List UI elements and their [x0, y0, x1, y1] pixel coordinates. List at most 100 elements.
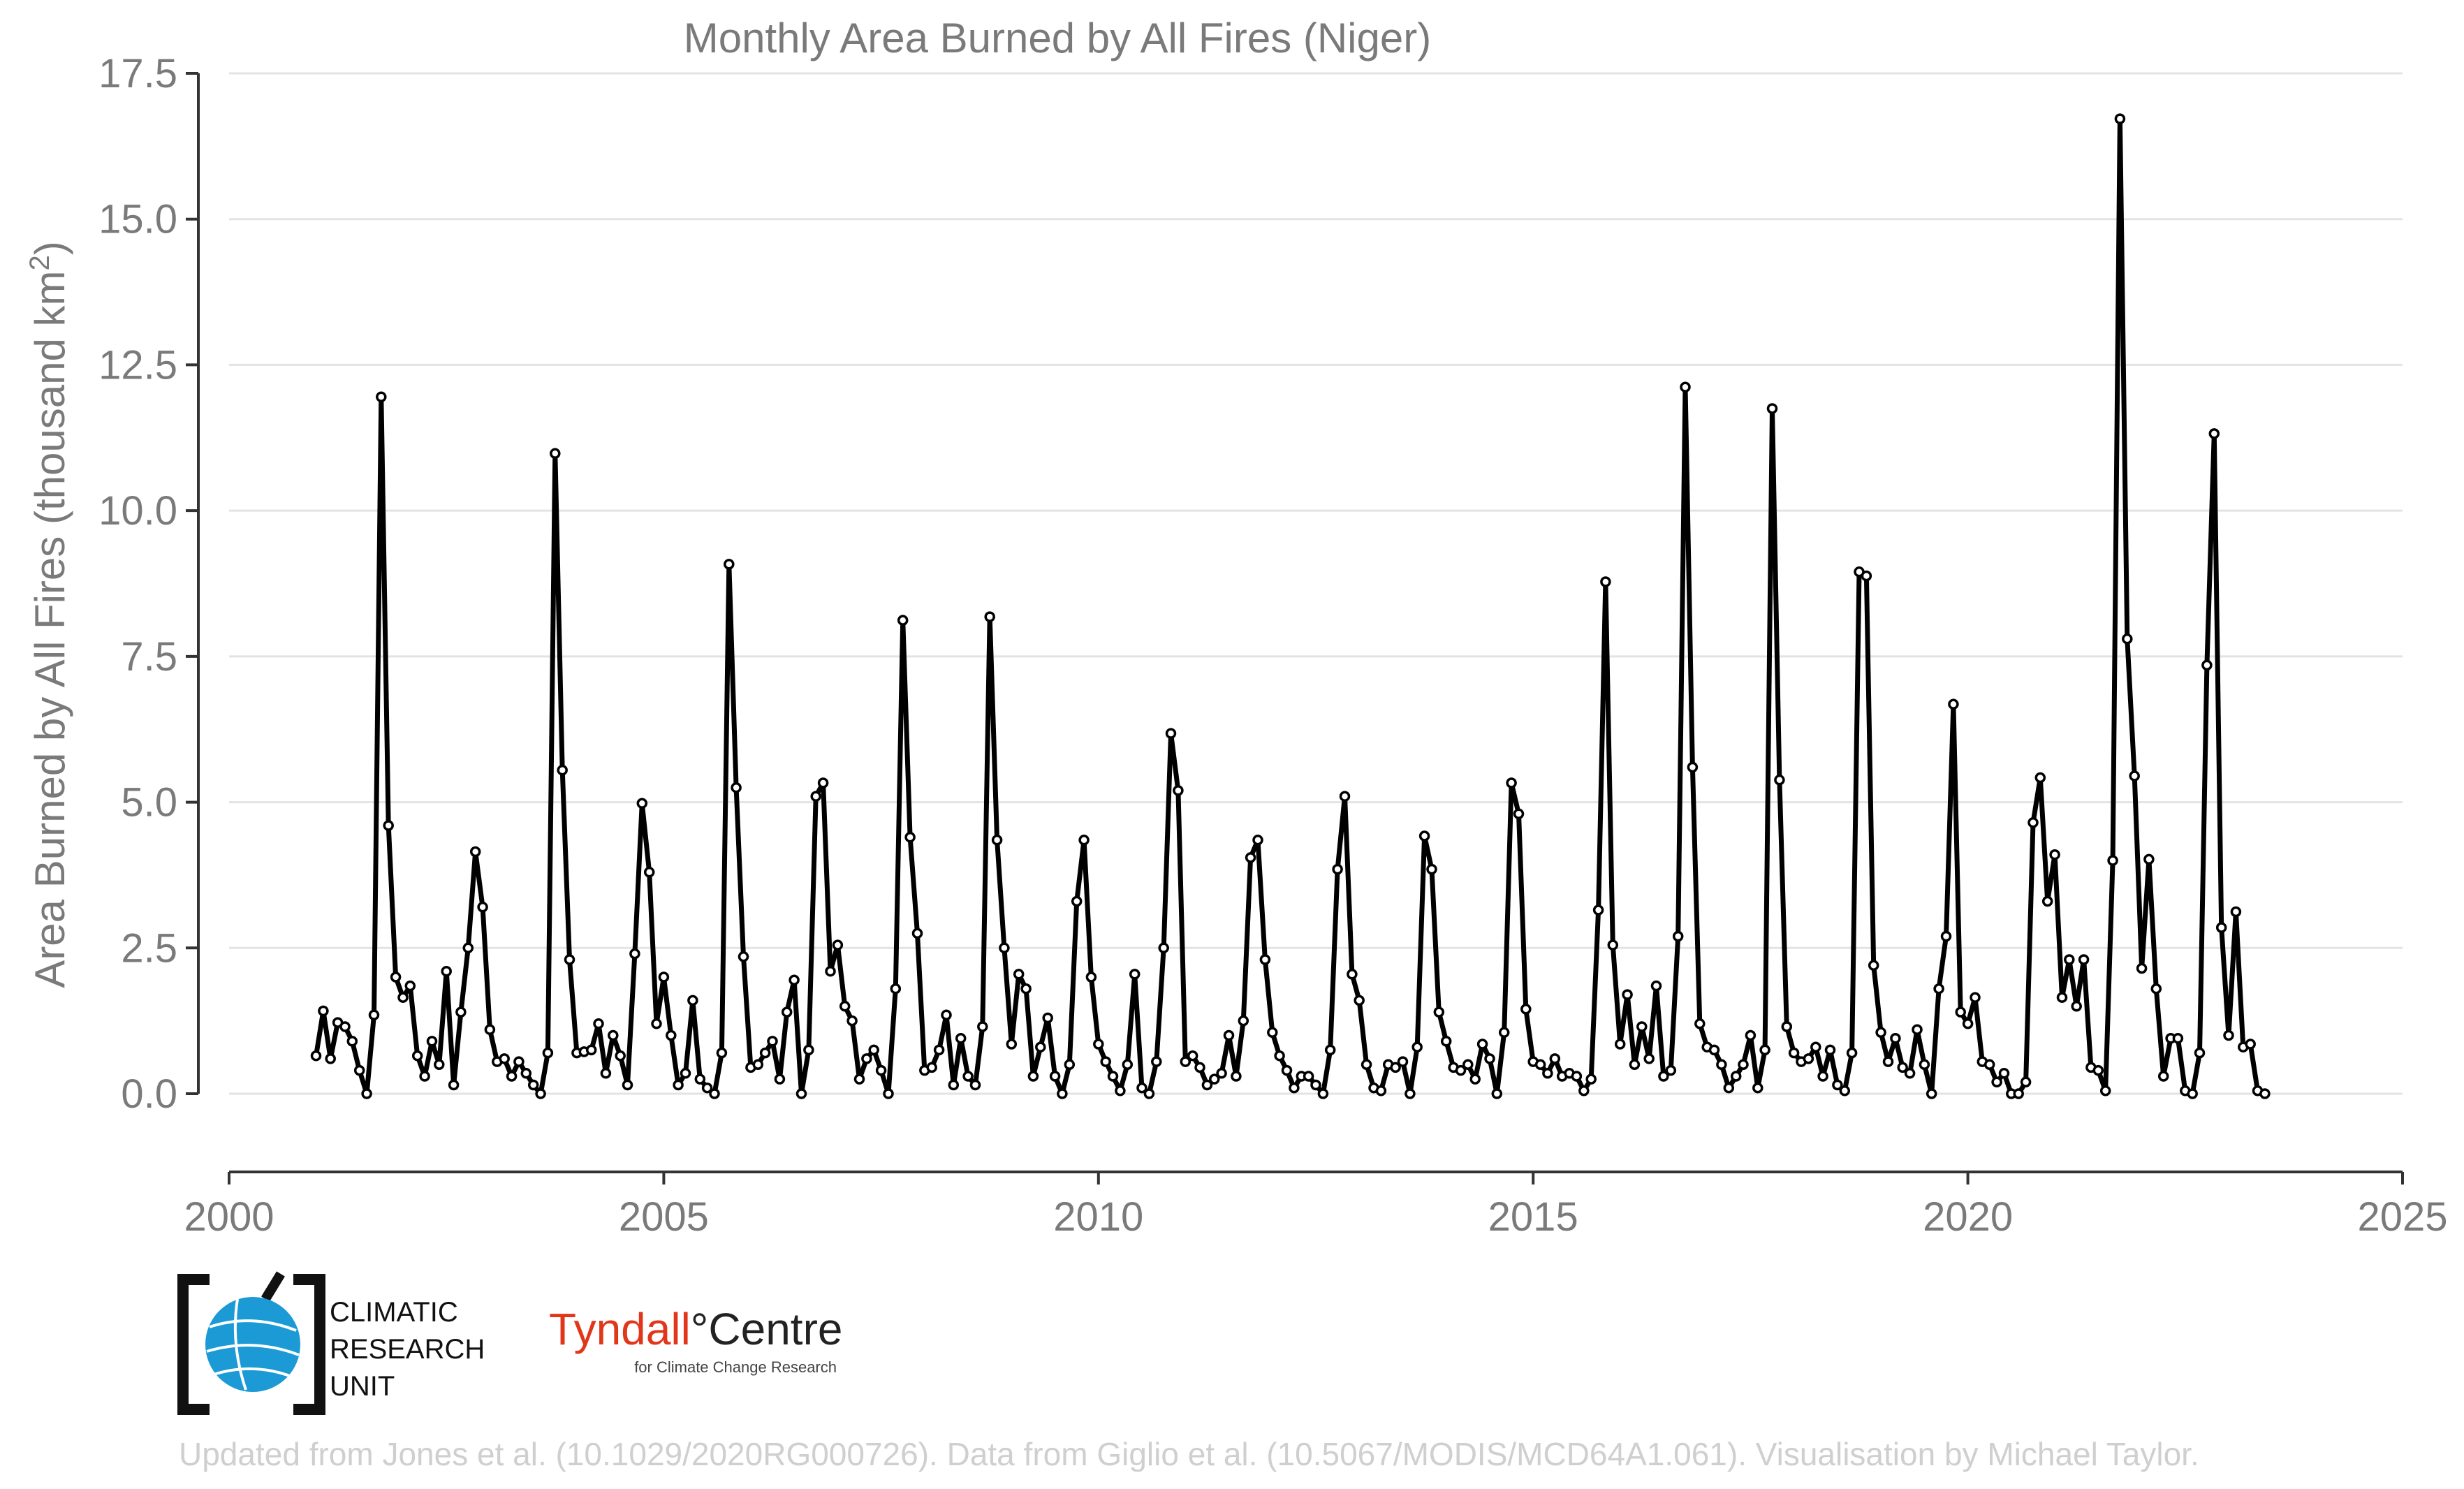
data-point: [527, 1079, 539, 1091]
data-point: [310, 1050, 322, 1062]
data-point: [694, 1073, 706, 1085]
data-point: [1824, 1044, 1836, 1056]
data-point: [1390, 1062, 1401, 1073]
data-point: [346, 1036, 358, 1047]
data-point: [1534, 1059, 1546, 1071]
data-point: [1498, 1027, 1510, 1039]
data-point: [933, 1044, 945, 1056]
data-point: [1846, 1047, 1858, 1059]
data-point: [1049, 1071, 1061, 1082]
data-point: [411, 1050, 423, 1062]
data-point: [383, 820, 394, 831]
data-point: [1650, 980, 1662, 992]
data-point: [2071, 1001, 2082, 1012]
data-point: [861, 1053, 872, 1064]
data-point: [1629, 1059, 1641, 1071]
data-point: [1136, 1082, 1147, 1094]
data-point: [376, 391, 387, 403]
data-point: [1484, 1053, 1495, 1064]
data-point: [890, 983, 902, 995]
x-tick-label: 2010: [1053, 1194, 1143, 1240]
data-point: [1259, 954, 1271, 965]
data-point: [339, 1021, 351, 1032]
data-point: [1868, 960, 1879, 971]
data-point: [1680, 381, 1691, 393]
y-tick-label: 7.5: [121, 634, 177, 680]
data-point: [1875, 1027, 1886, 1039]
data-point: [941, 1009, 952, 1021]
data-point: [1267, 1027, 1278, 1039]
data-point: [1665, 1064, 1677, 1076]
data-point: [1506, 777, 1517, 788]
data-point: [2013, 1088, 2024, 1099]
y-tick-label: 2.5: [121, 925, 177, 971]
data-point: [1810, 1041, 1821, 1052]
data-point: [651, 1018, 662, 1029]
data-point: [991, 835, 1003, 846]
data-point: [1281, 1064, 1293, 1076]
data-point: [853, 1073, 865, 1085]
data-point: [1158, 942, 1169, 954]
data-point: [1324, 1044, 1336, 1056]
data-point: [817, 777, 829, 788]
data-point: [1201, 1079, 1213, 1091]
data-point: [1694, 1018, 1706, 1029]
data-point: [643, 867, 655, 878]
data-point: [1042, 1012, 1053, 1024]
data-point: [1129, 969, 1141, 980]
globe-lines-icon: [206, 1298, 300, 1391]
data-point: [353, 1064, 365, 1076]
y-tick-label: 12.5: [98, 342, 177, 388]
data-point: [1636, 1021, 1648, 1032]
data-point: [1274, 1050, 1285, 1062]
data-point: [832, 939, 844, 951]
x-tick-label: 2000: [184, 1194, 274, 1240]
data-point: [1476, 1039, 1488, 1050]
data-point: [810, 791, 821, 802]
data-point: [1890, 1032, 1901, 1044]
data-point: [2223, 1029, 2234, 1041]
data-point: [1955, 1006, 1966, 1018]
data-point: [1585, 1073, 1597, 1085]
data-point: [868, 1044, 879, 1056]
data-point: [419, 1071, 430, 1082]
data-point: [1948, 698, 1959, 710]
data-point: [1093, 1039, 1104, 1050]
cru-line-3: UNIT: [330, 1371, 395, 1402]
data-point: [1151, 1056, 1162, 1067]
data-point: [1983, 1059, 1995, 1071]
data-point: [687, 995, 698, 1006]
x-ticks: 2000 2005 2010 2015 2020 2025: [184, 1172, 2448, 1240]
data-point: [911, 927, 923, 939]
y-tick-label: 10.0: [98, 488, 177, 534]
data-point: [1592, 904, 1604, 916]
data-point: [1303, 1071, 1314, 1082]
data-point: [658, 971, 670, 983]
data-point: [2259, 1088, 2271, 1099]
data-point: [1064, 1059, 1076, 1071]
data-point: [2056, 992, 2068, 1003]
data-point: [752, 1059, 764, 1071]
data-point: [1317, 1088, 1329, 1099]
data-point: [1549, 1053, 1561, 1064]
data-point: [2041, 895, 2053, 907]
data-point: [1339, 791, 1351, 802]
data-point: [969, 1079, 981, 1091]
data-points: [310, 113, 2271, 1099]
data-point: [506, 1071, 518, 1082]
data-point: [709, 1088, 720, 1099]
data-point: [1832, 1079, 1843, 1091]
data-point: [1861, 570, 1872, 582]
data-point: [513, 1056, 525, 1067]
data-point: [1614, 1039, 1626, 1050]
data-point: [1940, 930, 1952, 942]
data-point: [1730, 1071, 1742, 1082]
data-point: [585, 1044, 597, 1056]
cru-line-2: RESEARCH: [330, 1334, 485, 1365]
data-point: [448, 1079, 460, 1091]
data-point: [948, 1079, 960, 1091]
data-point: [608, 1029, 619, 1041]
data-point: [1013, 969, 1025, 980]
data-point: [2107, 855, 2118, 866]
